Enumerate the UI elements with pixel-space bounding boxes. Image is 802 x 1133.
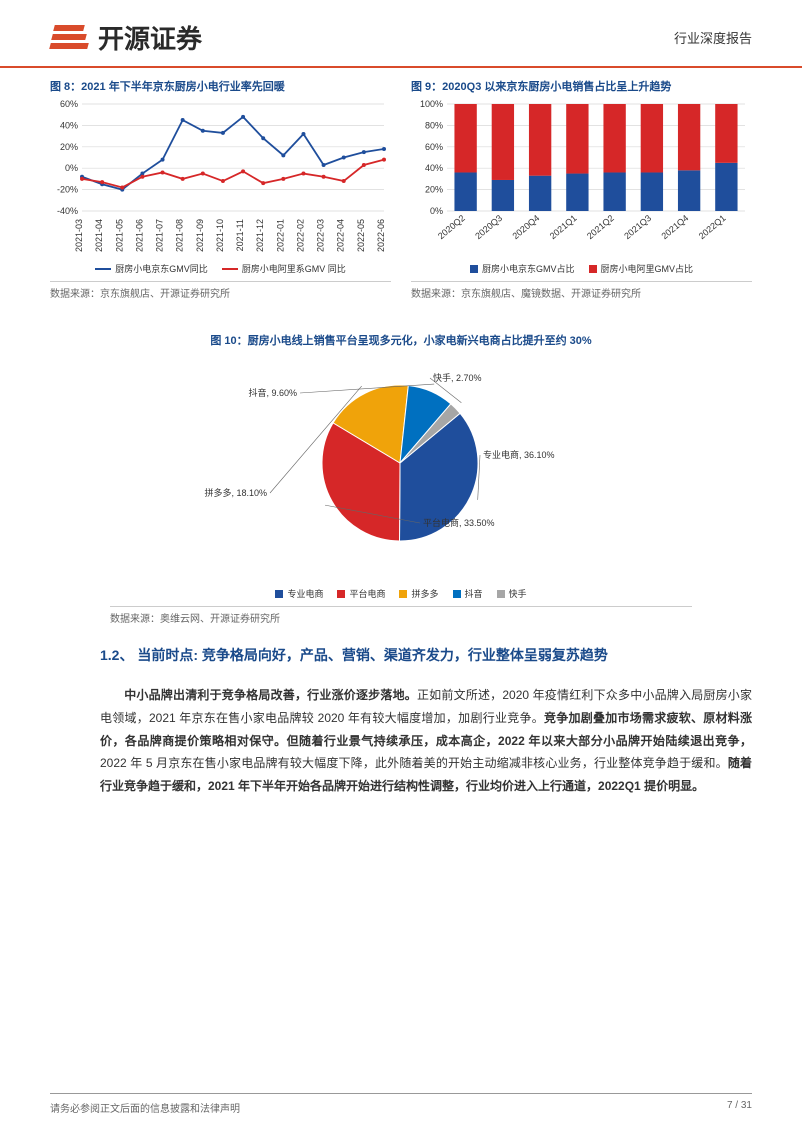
legend-item: 厨房小电阿里系GMV 同比: [222, 262, 346, 275]
chart-8-legend: 厨房小电京东GMV同比 厨房小电阿里系GMV 同比: [50, 262, 391, 275]
legend-item: 快手: [497, 587, 527, 600]
chart-9-legend: 厨房小电京东GMV占比 厨房小电阿里GMV占比: [411, 262, 752, 275]
para-bold-1: 中小品牌出清利于竞争格局改善，行业涨价逐步落地。: [124, 688, 417, 702]
chart-9-block: 图 9：2020Q3 以来京东厨房小电销售占比呈上升趋势 0% 20% 40% 60%…: [411, 78, 752, 300]
chart-10-title: 图 10：厨房小电线上销售平台呈现多元化，小家电新兴电商占比提升至约 30%: [50, 332, 752, 348]
svg-text:60%: 60%: [425, 142, 443, 152]
chart-10-canvas: 专业电商, 36.10% 平台电商, 33.50% 拼多多, 18.10% 抖音, 9…: [50, 358, 752, 578]
svg-text:20%: 20%: [60, 142, 78, 152]
svg-text:2021-10: 2021-10: [215, 219, 225, 252]
chart-8-source: 数据来源：京东旗舰店、开源证券研究所: [50, 281, 391, 300]
svg-text:2022-06: 2022-06: [376, 219, 386, 252]
svg-text:专业电商, 36.10%: 专业电商, 36.10%: [483, 449, 555, 460]
footer-page-number: 7 / 31: [727, 1100, 752, 1115]
chart-9-canvas: 0%20%40%60%80%100%2020Q22020Q32020Q42021…: [411, 98, 751, 253]
svg-text:20%: 20%: [425, 185, 443, 195]
svg-text:40%: 40%: [60, 120, 78, 130]
svg-text:60%: 60%: [60, 99, 78, 109]
svg-text:-20%: -20%: [57, 185, 78, 195]
svg-text:2022-04: 2022-04: [336, 219, 346, 252]
legend-item: 厨房小电京东GMV占比: [470, 262, 575, 275]
svg-text:快手, 2.70%: 快手, 2.70%: [433, 372, 482, 383]
svg-text:2021Q3: 2021Q3: [622, 213, 653, 241]
legend-item: 平台电商: [337, 587, 385, 600]
svg-text:拼多多, 18.10%: 拼多多, 18.10%: [204, 487, 267, 498]
svg-text:2021-06: 2021-06: [134, 219, 144, 252]
svg-text:2020Q2: 2020Q2: [436, 213, 467, 241]
chart-8-title: 图 8：2021 年下半年京东厨房小电行业率先回暖: [50, 78, 391, 94]
svg-text:2021Q4: 2021Q4: [659, 213, 690, 241]
svg-text:0%: 0%: [430, 206, 443, 216]
svg-text:2021Q2: 2021Q2: [585, 213, 616, 241]
svg-text:2021-08: 2021-08: [175, 219, 185, 252]
svg-text:0%: 0%: [65, 163, 78, 173]
svg-text:2021-11: 2021-11: [235, 219, 245, 251]
body-paragraph: 中小品牌出清利于竞争格局改善，行业涨价逐步落地。正如前文所述，2020 年疫情红…: [0, 676, 802, 798]
svg-text:2022-02: 2022-02: [295, 219, 305, 252]
chart-10-source: 数据来源：奥维云网、开源证券研究所: [110, 606, 692, 625]
logo-area: 开源证券: [50, 18, 202, 56]
legend-item: 拼多多: [399, 587, 438, 600]
svg-text:2022-03: 2022-03: [316, 219, 326, 252]
chart-9-source: 数据来源：京东旗舰店、魔镜数据、开源证券研究所: [411, 281, 752, 300]
svg-text:2021-04: 2021-04: [94, 219, 104, 252]
legend-item: 厨房小电京东GMV同比: [95, 262, 208, 275]
svg-text:2021-12: 2021-12: [255, 219, 265, 252]
svg-text:2022-05: 2022-05: [356, 219, 366, 252]
svg-text:100%: 100%: [420, 99, 443, 109]
chart-9-title: 图 9：2020Q3 以来京东厨房小电销售占比呈上升趋势: [411, 78, 752, 94]
page-footer: 请务必参阅正文后面的信息披露和法律声明 7 / 31: [50, 1093, 752, 1115]
svg-text:2021-07: 2021-07: [155, 219, 165, 252]
chart-8-block: 图 8：2021 年下半年京东厨房小电行业率先回暖 -40% -20% 0% 20% 4…: [50, 78, 391, 300]
chart-10-legend: 专业电商 平台电商 拼多多 抖音 快手: [50, 587, 752, 600]
charts-row-top: 图 8：2021 年下半年京东厨房小电行业率先回暖 -40% -20% 0% 20% 4…: [0, 68, 802, 302]
svg-text:2022Q1: 2022Q1: [697, 213, 728, 241]
para-plain-2: 2022 年 5 月京东在售小家电品牌有较大幅度下降，此外随着美的开始主动缩减非…: [100, 756, 728, 770]
svg-text:2022-01: 2022-01: [275, 219, 285, 252]
company-name: 开源证券: [98, 19, 202, 56]
svg-text:2021Q1: 2021Q1: [548, 213, 579, 241]
svg-text:2020Q3: 2020Q3: [473, 213, 504, 241]
svg-text:-40%: -40%: [57, 206, 78, 216]
company-logo-icon: [50, 18, 88, 56]
report-type: 行业深度报告: [674, 28, 752, 47]
legend-item: 专业电商: [275, 587, 323, 600]
svg-text:2021-05: 2021-05: [114, 219, 124, 252]
svg-text:2020Q4: 2020Q4: [510, 213, 541, 241]
svg-text:平台电商, 33.50%: 平台电商, 33.50%: [423, 517, 495, 528]
legend-item: 抖音: [453, 587, 483, 600]
svg-text:80%: 80%: [425, 120, 443, 130]
svg-text:40%: 40%: [425, 163, 443, 173]
svg-text:2021-03: 2021-03: [74, 219, 84, 252]
page-header: 开源证券 行业深度报告: [0, 0, 802, 68]
legend-item: 厨房小电阿里GMV占比: [589, 262, 694, 275]
chart-8-canvas: -40% -20% 0% 20% 40% 60% 2021-03 2021-04 2021-05…: [50, 98, 390, 253]
section-heading: 1.2、 当前时点: 竞争格局向好，产品、营销、渠道齐发力，行业整体呈弱复苏趋势: [0, 625, 802, 676]
svg-text:2021-09: 2021-09: [195, 219, 205, 252]
chart-10-block: 图 10：厨房小电线上销售平台呈现多元化，小家电新兴电商占比提升至约 30% 专…: [0, 302, 802, 625]
footer-disclaimer: 请务必参阅正文后面的信息披露和法律声明: [50, 1100, 240, 1115]
svg-text:抖音, 9.60%: 抖音, 9.60%: [248, 387, 297, 398]
